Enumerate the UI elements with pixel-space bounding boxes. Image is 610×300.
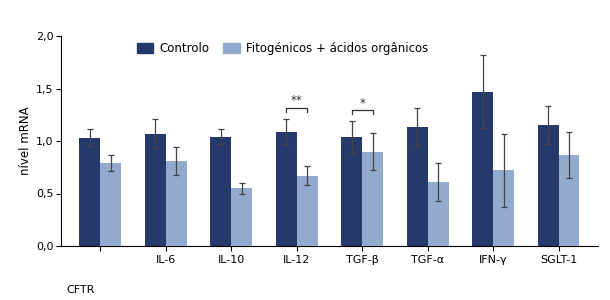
- Bar: [296, 176, 318, 246]
- Bar: [341, 137, 362, 246]
- Bar: [472, 92, 493, 246]
- Bar: [276, 131, 296, 246]
- Bar: [428, 182, 448, 246]
- Bar: [362, 152, 383, 246]
- Legend: Controlo, Fitogénicos + ácidos orgânicos: Controlo, Fitogénicos + ácidos orgânicos: [137, 42, 428, 55]
- Bar: [493, 170, 514, 246]
- Bar: [79, 138, 100, 246]
- Bar: [559, 154, 580, 246]
- Bar: [231, 188, 252, 246]
- Bar: [145, 134, 166, 246]
- Bar: [166, 161, 187, 246]
- Bar: [537, 125, 559, 246]
- Y-axis label: nível mRNA: nível mRNA: [18, 107, 32, 175]
- Text: *: *: [359, 97, 365, 110]
- Text: CFTR: CFTR: [66, 285, 95, 295]
- Bar: [210, 137, 231, 246]
- Bar: [407, 127, 428, 246]
- Text: **: **: [291, 94, 303, 107]
- Bar: [100, 163, 121, 246]
